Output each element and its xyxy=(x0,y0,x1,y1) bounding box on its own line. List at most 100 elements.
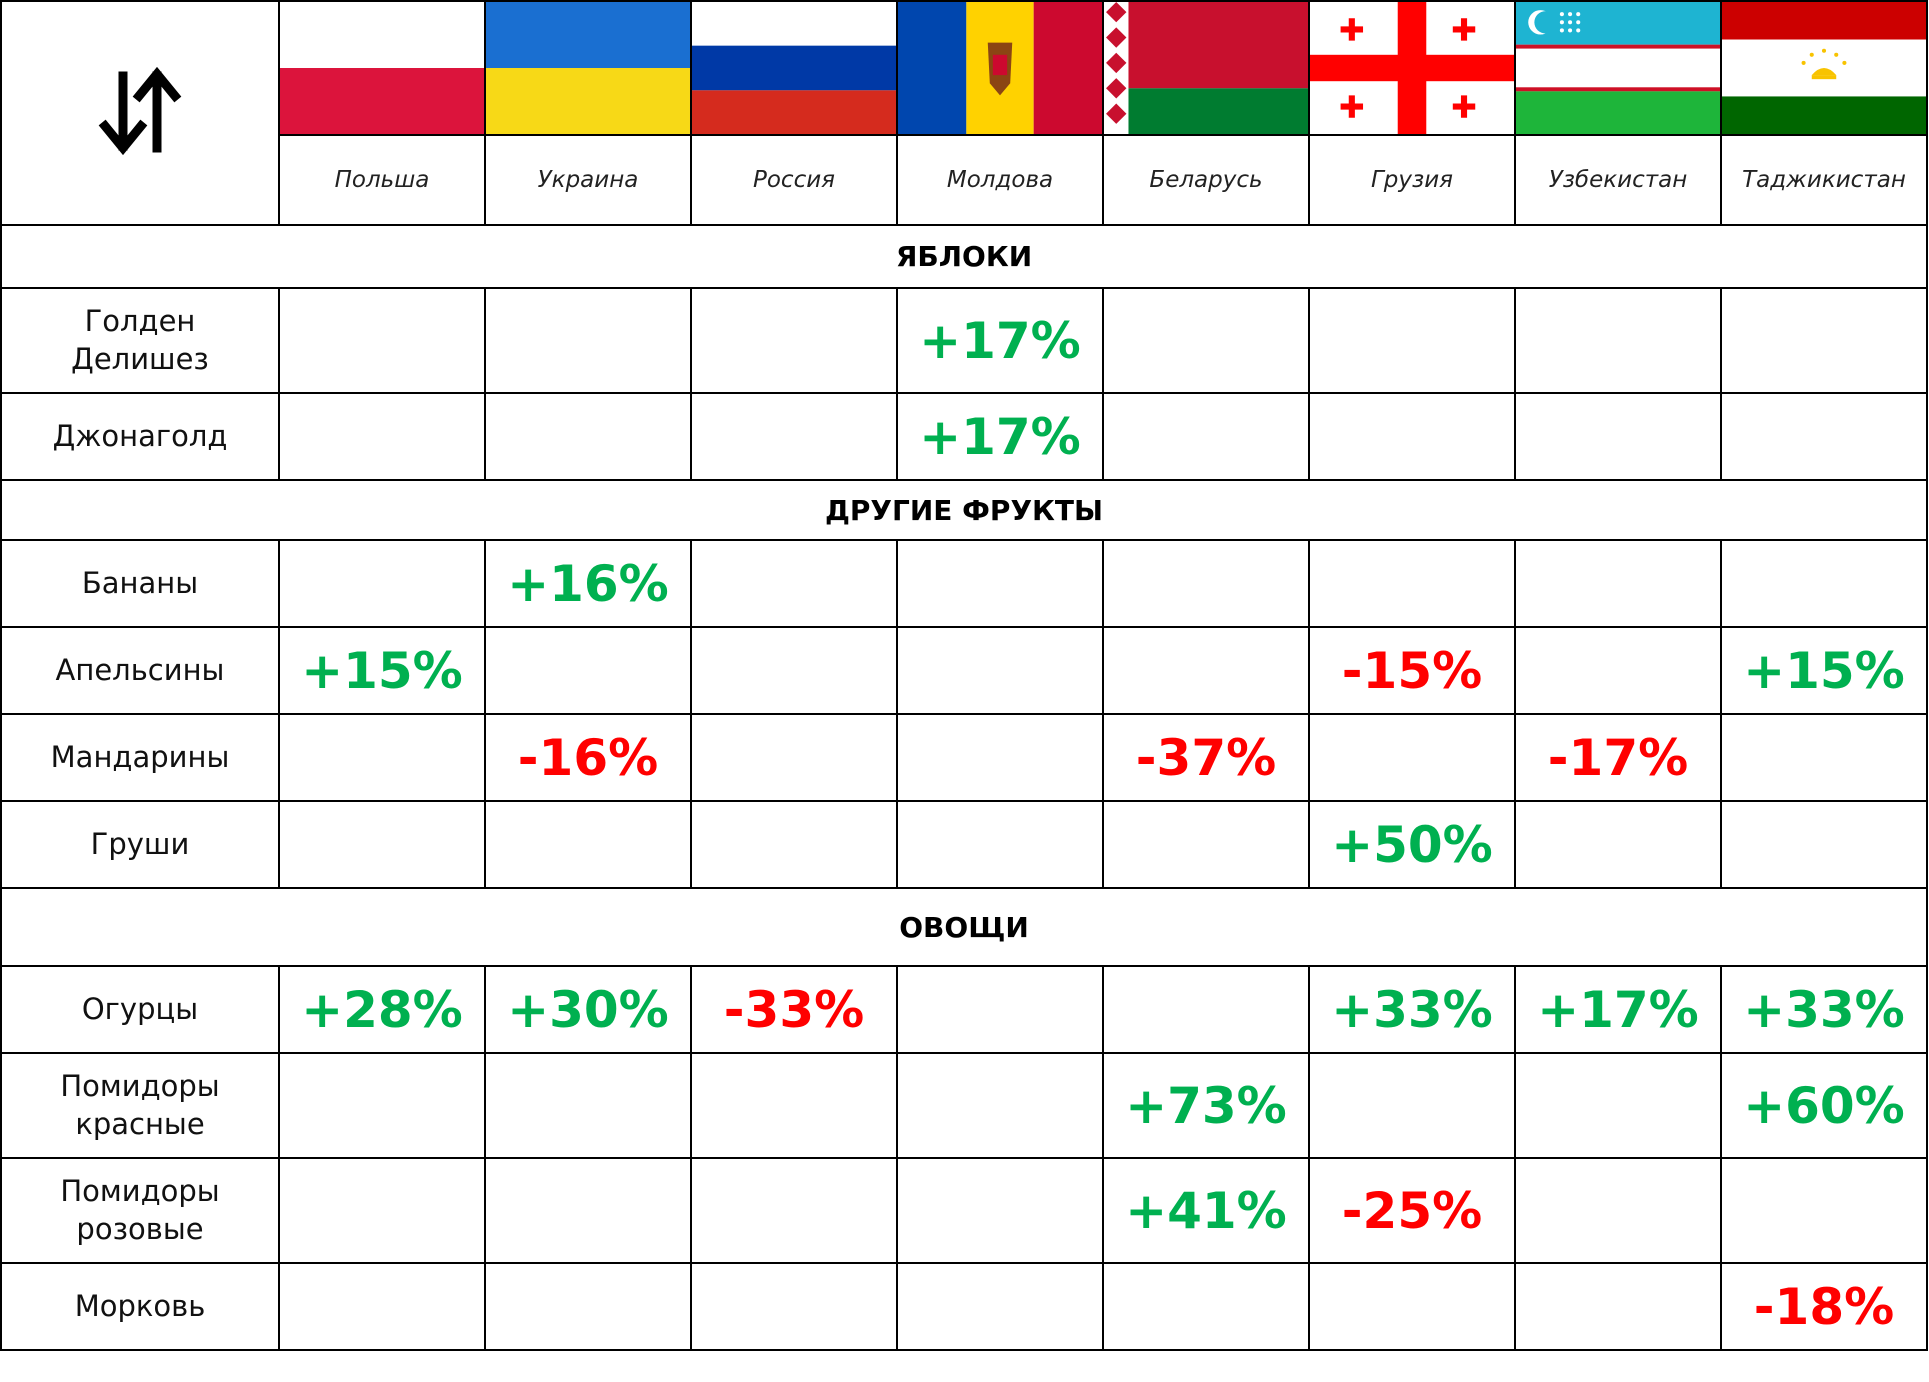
value-cell xyxy=(690,1157,898,1264)
value-cell xyxy=(1102,800,1310,889)
product-cell: Апельсины xyxy=(0,626,280,715)
country-name: Грузия xyxy=(1308,134,1516,226)
country-name: Россия xyxy=(690,134,898,226)
change-value: -16% xyxy=(517,728,659,787)
change-value: +50% xyxy=(1331,815,1493,874)
value-cell: +33% xyxy=(1720,965,1928,1054)
value-cell: -33% xyxy=(690,965,898,1054)
value-cell: -16% xyxy=(484,713,692,802)
value-cell: +60% xyxy=(1720,1052,1928,1159)
value-cell: +28% xyxy=(278,965,486,1054)
value-cell: -15% xyxy=(1308,626,1516,715)
flag-russia xyxy=(690,0,898,136)
section-title: ОВОЩИ xyxy=(0,887,1928,967)
section-row: ДРУГИЕ ФРУКТЫ xyxy=(0,479,1928,541)
value-cell xyxy=(484,626,692,715)
change-value: +15% xyxy=(1743,641,1905,700)
value-cell xyxy=(1102,392,1310,481)
product-cell: Голден Делишез xyxy=(0,287,280,394)
value-cell xyxy=(278,800,486,889)
product-cell: Помидоры красные xyxy=(0,1052,280,1159)
value-cell xyxy=(896,1052,1104,1159)
value-cell xyxy=(484,287,692,394)
value-cell xyxy=(896,965,1104,1054)
product-row: Помидоры розовые +41% -25% xyxy=(0,1157,1928,1264)
flag-row xyxy=(0,0,1928,226)
product-name: Голден Делишез xyxy=(71,303,209,376)
product-cell: Бананы xyxy=(0,539,280,628)
flag-poland xyxy=(278,0,486,136)
product-name: Груши xyxy=(90,826,190,861)
flag-ukraine xyxy=(484,0,692,136)
value-cell xyxy=(1514,287,1722,394)
value-cell: +50% xyxy=(1308,800,1516,889)
sort-icon-cell xyxy=(0,0,280,226)
value-cell xyxy=(690,1052,898,1159)
flag-tajikistan xyxy=(1720,0,1928,136)
change-value: -15% xyxy=(1341,641,1483,700)
value-cell xyxy=(690,626,898,715)
sort-icon[interactable] xyxy=(90,56,190,166)
product-cell: Груши xyxy=(0,800,280,889)
value-cell xyxy=(1102,539,1310,628)
section-title: ЯБЛОКИ xyxy=(0,224,1928,289)
change-value: +41% xyxy=(1125,1181,1287,1240)
value-cell: -25% xyxy=(1308,1157,1516,1264)
product-name: Бананы xyxy=(81,565,199,600)
value-cell xyxy=(896,713,1104,802)
product-cell: Помидоры розовые xyxy=(0,1157,280,1264)
value-cell xyxy=(484,1262,692,1351)
value-cell xyxy=(484,1157,692,1264)
value-cell: +73% xyxy=(1102,1052,1310,1159)
value-cell xyxy=(1514,1157,1722,1264)
value-cell xyxy=(1308,539,1516,628)
value-cell xyxy=(690,1262,898,1351)
country-name: Узбекистан xyxy=(1514,134,1722,226)
value-cell xyxy=(1720,1157,1928,1264)
product-row: Голден Делишез +17% xyxy=(0,287,1928,394)
change-value: +17% xyxy=(919,407,1081,466)
country-name: Украина xyxy=(484,134,692,226)
product-name: Помидоры розовые xyxy=(60,1173,220,1246)
value-cell xyxy=(278,392,486,481)
flag-moldova xyxy=(896,0,1104,136)
value-cell: +16% xyxy=(484,539,692,628)
product-name: Джонаголд xyxy=(52,418,228,453)
value-cell xyxy=(1514,1262,1722,1351)
value-cell xyxy=(1720,713,1928,802)
product-cell: Морковь xyxy=(0,1262,280,1351)
product-row: Мандарины -16% -37% -17% xyxy=(0,713,1928,802)
change-value: -33% xyxy=(723,980,865,1039)
value-cell: +15% xyxy=(1720,626,1928,715)
change-value: +33% xyxy=(1743,980,1905,1039)
value-cell xyxy=(896,626,1104,715)
value-cell: -37% xyxy=(1102,713,1310,802)
country-name: Польша xyxy=(278,134,486,226)
value-cell: +30% xyxy=(484,965,692,1054)
product-row: Груши +50% xyxy=(0,800,1928,889)
value-cell xyxy=(1720,287,1928,394)
value-cell xyxy=(896,539,1104,628)
value-cell: +17% xyxy=(896,392,1104,481)
change-value: +33% xyxy=(1331,980,1493,1039)
product-row: Апельсины +15% -15% +15% xyxy=(0,626,1928,715)
value-cell xyxy=(1720,539,1928,628)
product-name: Мандарины xyxy=(50,739,230,774)
value-cell: +41% xyxy=(1102,1157,1310,1264)
value-cell xyxy=(278,1262,486,1351)
value-cell xyxy=(896,1262,1104,1351)
value-cell xyxy=(690,539,898,628)
value-cell xyxy=(1308,713,1516,802)
product-cell: Огурцы xyxy=(0,965,280,1054)
product-name: Огурцы xyxy=(81,991,199,1026)
value-cell xyxy=(484,392,692,481)
change-value: +17% xyxy=(919,311,1081,370)
price-table: Польша Украина Россия Молдова Беларусь Грузия… xyxy=(0,0,1928,1351)
section-row: ОВОЩИ xyxy=(0,887,1928,967)
product-name: Помидоры красные xyxy=(60,1068,220,1141)
product-row: Бананы +16% xyxy=(0,539,1928,628)
value-cell xyxy=(1720,800,1928,889)
value-cell xyxy=(1514,539,1722,628)
flag-belarus xyxy=(1102,0,1310,136)
